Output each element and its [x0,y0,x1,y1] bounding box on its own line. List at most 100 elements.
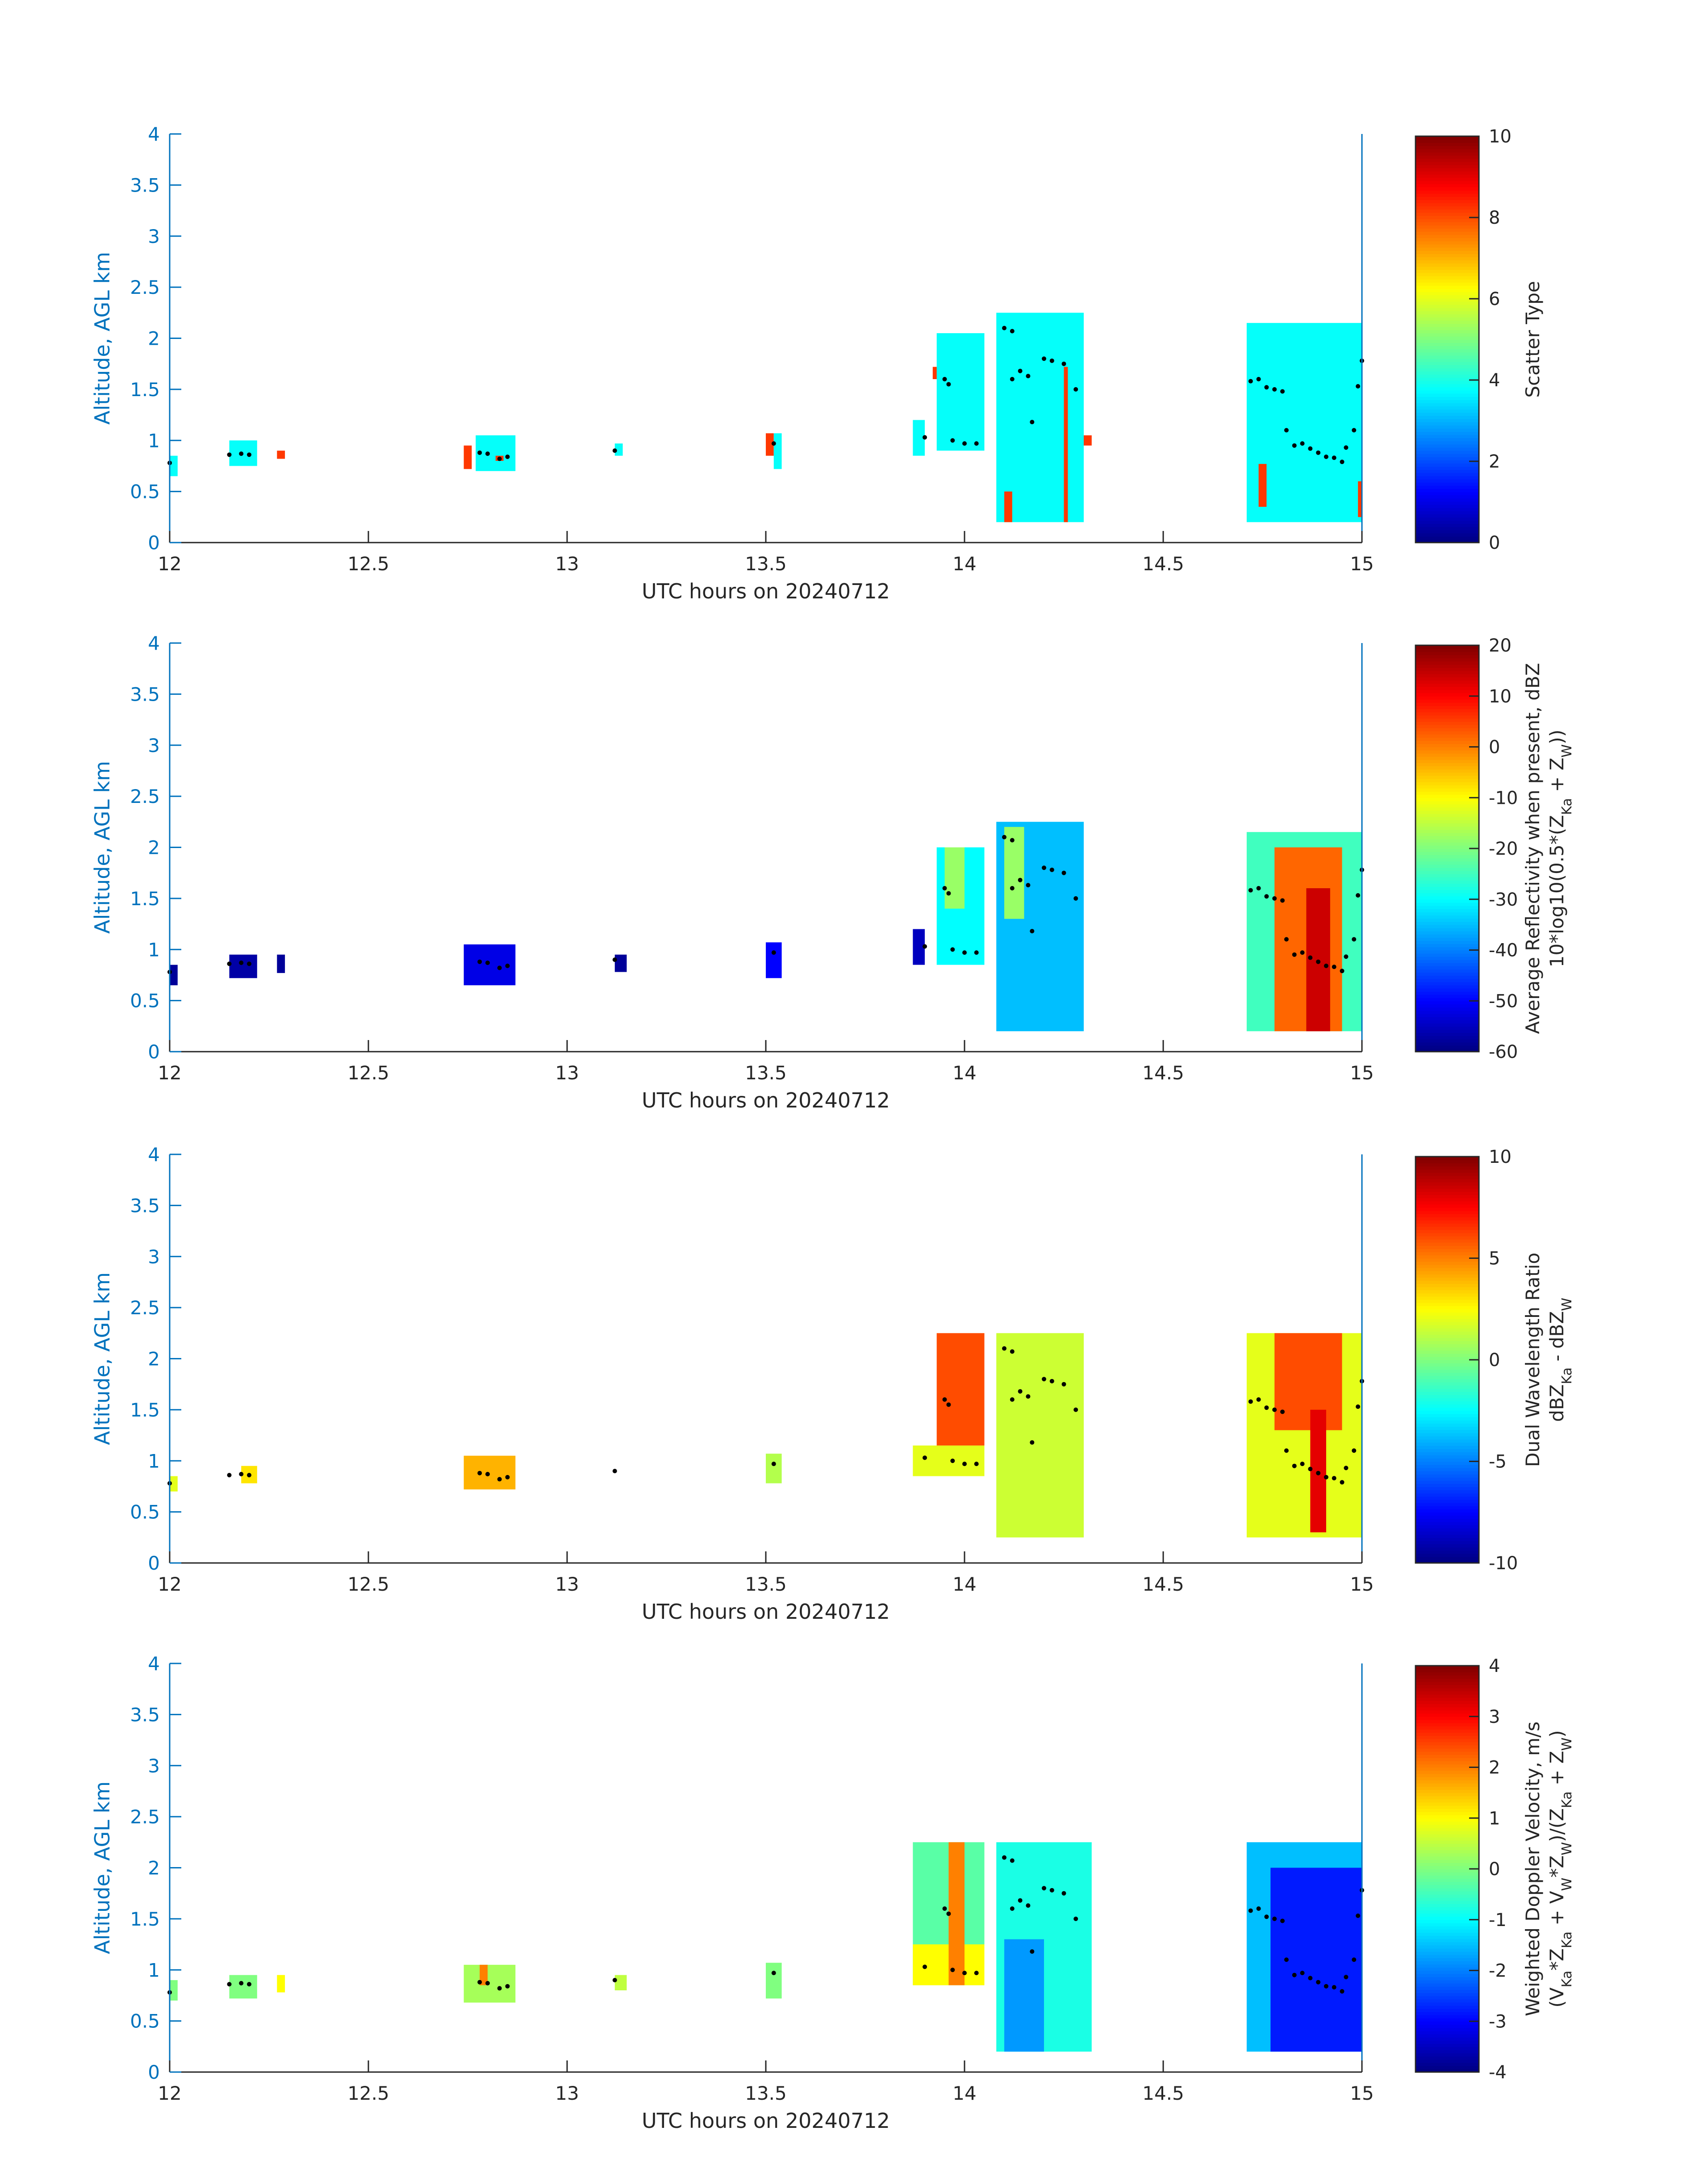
colorbar-segment [1416,368,1479,372]
colorbar-segment [1416,1538,1479,1542]
plot-area [170,1154,1362,1563]
colorbar-segment [1416,1426,1479,1430]
colorbar-segment [1416,298,1479,302]
centroid-dot [1026,1394,1031,1399]
colorbar-segment [1416,912,1479,916]
centroid-dot [1316,450,1321,455]
colorbar-segment [1416,489,1479,493]
centroid-dot [1344,1466,1349,1471]
x-tick-label: 14 [952,553,976,575]
colorbar-segment [1416,959,1479,963]
colorbar-segment [1416,364,1479,368]
colorbar-segment [1416,1821,1479,1825]
colorbar-segment [1416,1745,1479,1749]
colorbar-segment [1416,864,1479,868]
centroid-dot [497,456,502,461]
data-cell [1274,1333,1342,1430]
x-tick-label: 13 [555,1062,579,1084]
colorbar-segment [1416,1210,1479,1214]
colorbar-segment [1416,759,1479,763]
centroid-dot [477,1980,482,1985]
colorbar-segment [1416,1773,1479,1777]
colorbar-segment [1416,323,1479,327]
y-tick-label: 0.5 [130,1501,160,1523]
y-tick-label: 2 [148,837,160,859]
colorbar-segment [1416,2037,1479,2041]
data-cell [948,1842,965,1985]
data-cell [766,1454,782,1483]
colorbar-segment [1416,501,1479,505]
colorbar-label: dBZKa - dBZW [1546,1298,1575,1422]
colorbar-segment [1416,893,1479,897]
colorbar-segment [1416,1372,1479,1376]
colorbar-segment [1416,2050,1479,2054]
data-cell [229,954,257,978]
colorbar-tick-label: -10 [1489,788,1518,808]
colorbar-segment [1416,1783,1479,1787]
data-cell [277,1975,285,1993]
colorbar-segment [1416,975,1479,979]
colorbar-segment [1416,873,1479,877]
centroid-dot [247,961,251,966]
colorbar-tick-label: 5 [1489,1249,1500,1269]
colorbar-segment [1416,1827,1479,1831]
colorbar-segment [1416,1220,1479,1224]
y-tick-label: 1 [148,1959,160,1981]
centroid-dot [1356,384,1361,389]
colorbar-segment [1416,1885,1479,1889]
centroid-dot [497,965,502,970]
colorbar-segment [1416,1382,1479,1386]
colorbar-segment [1416,1341,1479,1345]
colorbar-segment [1416,731,1479,735]
colorbar-segment [1416,994,1479,998]
colorbar-segment [1416,1242,1479,1246]
centroid-dot [942,1906,947,1911]
colorbar-segment [1416,1404,1479,1408]
colorbar-segment [1416,355,1479,359]
centroid-dot [1002,1855,1006,1860]
centroid-dot [1073,896,1078,901]
colorbar-segment [1416,2021,1479,2025]
colorbar-segment [1416,498,1479,502]
centroid-dot [1324,1475,1328,1479]
colorbar-segment [1416,1483,1479,1488]
colorbar-segment [1416,794,1479,798]
colorbar-segment [1416,1391,1479,1396]
colorbar-segment [1416,228,1479,232]
colorbar-segment [1416,1688,1479,1692]
data-cell [277,451,285,459]
colorbar-segment [1416,333,1479,337]
colorbar-segment [1416,740,1479,744]
colorbar-segment [1416,2024,1479,2028]
colorbar-segment [1416,1776,1479,1780]
colorbar-segment [1416,1764,1479,1768]
colorbar-segment [1416,1967,1479,1971]
colorbar-segment [1416,1204,1479,1208]
colorbar-segment [1416,1897,1479,1901]
y-tick-label: 3 [148,1246,160,1268]
colorbar-segment [1416,1961,1479,1965]
centroid-dot [1356,893,1361,898]
centroid-dot [1256,377,1261,381]
colorbar-segment [1416,1799,1479,1803]
colorbar-segment [1416,171,1479,175]
centroid-dot [1248,379,1253,384]
colorbar-segment [1416,785,1479,789]
centroid-dot [612,448,617,453]
colorbar-segment [1416,247,1479,251]
centroid-dot [1340,1480,1345,1485]
colorbar-segment [1416,469,1479,473]
colorbar-segment [1416,1859,1479,1863]
colorbar-segment [1416,1350,1479,1354]
centroid-dot [1300,1971,1305,1976]
colorbar-tick-label: 8 [1489,208,1500,228]
data-cell [773,433,782,469]
colorbar-segment [1416,1922,1479,1926]
colorbar-segment [1416,425,1479,429]
colorbar-segment [1416,677,1479,681]
colorbar-segment [1416,1480,1479,1484]
colorbar-segment [1416,1287,1479,1291]
colorbar-segment [1416,2034,1479,2038]
colorbar-segment [1416,1812,1479,1815]
data-cell [277,954,285,973]
